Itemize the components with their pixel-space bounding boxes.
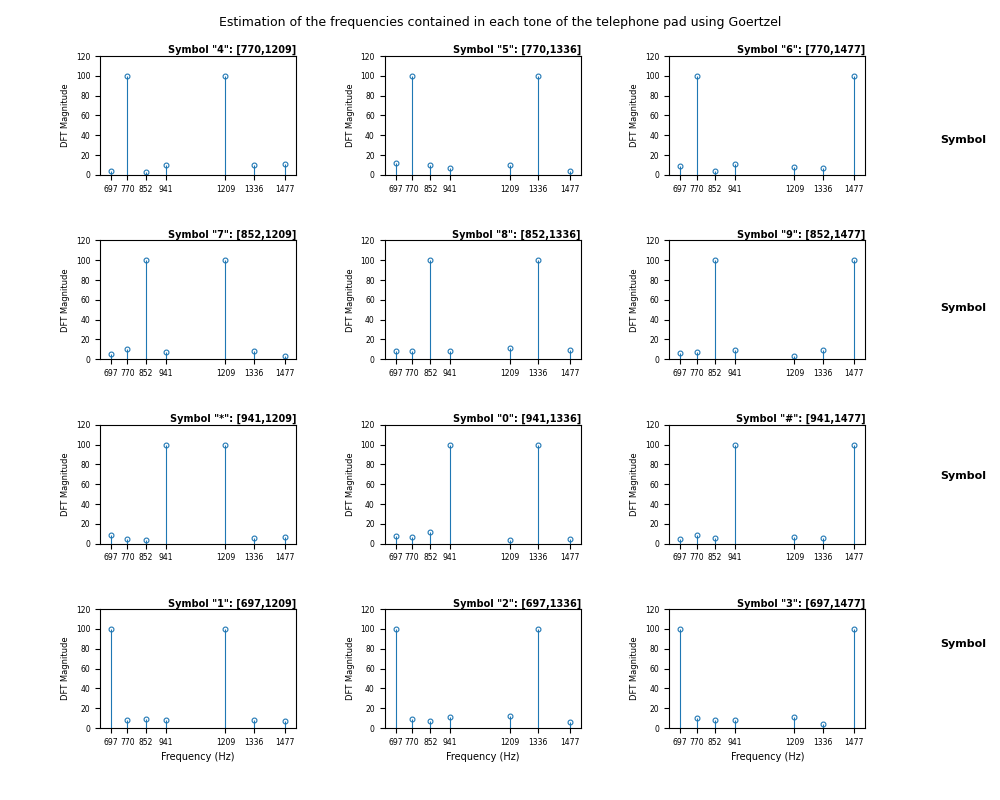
Text: Symbol "5": [770,1336]: Symbol "5": [770,1336] <box>453 46 581 55</box>
Text: Estimation of the frequencies contained in each tone of the telephone pad using : Estimation of the frequencies contained … <box>219 16 781 29</box>
Text: Symbol "4": [770,1209]: Symbol "4": [770,1209] <box>168 46 296 55</box>
Text: Symbol: Symbol <box>940 303 986 313</box>
Y-axis label: DFT Magnitude: DFT Magnitude <box>61 637 70 700</box>
Text: Symbol "9": [852,1477]: Symbol "9": [852,1477] <box>737 230 865 240</box>
Text: Symbol "2": [697,1336]: Symbol "2": [697,1336] <box>453 598 581 609</box>
Y-axis label: DFT Magnitude: DFT Magnitude <box>630 84 639 147</box>
X-axis label: Frequency (Hz): Frequency (Hz) <box>446 752 519 762</box>
Y-axis label: DFT Magnitude: DFT Magnitude <box>630 268 639 332</box>
Text: Symbol: Symbol <box>940 471 986 481</box>
Text: Symbol: Symbol <box>940 135 986 145</box>
Text: Symbol "0": [941,1336]: Symbol "0": [941,1336] <box>453 414 581 424</box>
Y-axis label: DFT Magnitude: DFT Magnitude <box>61 268 70 332</box>
Y-axis label: DFT Magnitude: DFT Magnitude <box>630 452 639 516</box>
Text: Symbol "*": [941,1209]: Symbol "*": [941,1209] <box>170 414 296 424</box>
Text: Symbol "1": [697,1209]: Symbol "1": [697,1209] <box>168 598 296 609</box>
Y-axis label: DFT Magnitude: DFT Magnitude <box>346 84 355 147</box>
Y-axis label: DFT Magnitude: DFT Magnitude <box>346 637 355 700</box>
Y-axis label: DFT Magnitude: DFT Magnitude <box>346 452 355 516</box>
Y-axis label: DFT Magnitude: DFT Magnitude <box>61 452 70 516</box>
Y-axis label: DFT Magnitude: DFT Magnitude <box>61 84 70 147</box>
X-axis label: Frequency (Hz): Frequency (Hz) <box>161 752 235 762</box>
Text: Symbol "8": [852,1336]: Symbol "8": [852,1336] <box>452 230 581 240</box>
Text: Symbol "#": [941,1477]: Symbol "#": [941,1477] <box>736 414 865 424</box>
Text: Symbol: Symbol <box>940 639 986 649</box>
Text: Symbol "7": [852,1209]: Symbol "7": [852,1209] <box>168 230 296 240</box>
X-axis label: Frequency (Hz): Frequency (Hz) <box>731 752 804 762</box>
Text: Symbol "3": [697,1477]: Symbol "3": [697,1477] <box>737 598 865 609</box>
Y-axis label: DFT Magnitude: DFT Magnitude <box>630 637 639 700</box>
Y-axis label: DFT Magnitude: DFT Magnitude <box>346 268 355 332</box>
Text: Symbol "6": [770,1477]: Symbol "6": [770,1477] <box>737 46 865 55</box>
